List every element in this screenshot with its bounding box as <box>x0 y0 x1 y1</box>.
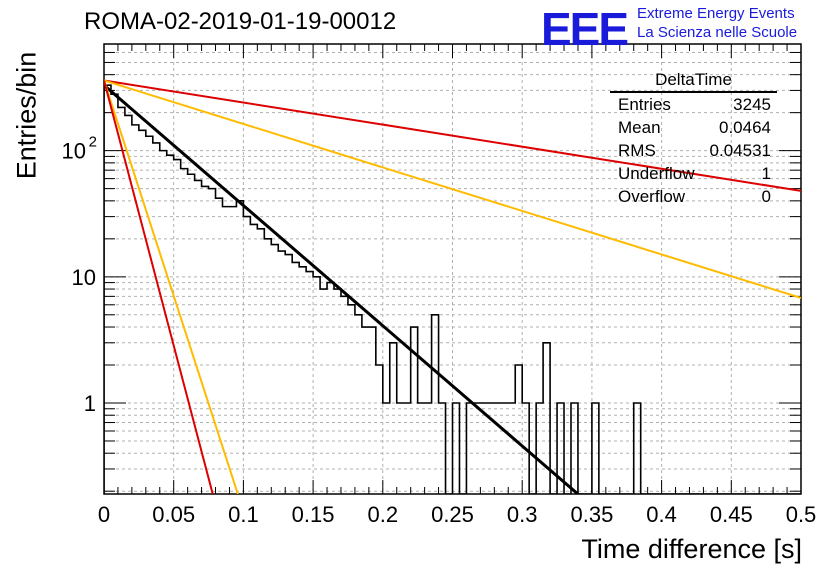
stats-row-mean: Mean 0.0464 <box>610 116 777 139</box>
x-tick-label: 0.2 <box>368 502 399 527</box>
eee-logo: EEE <box>541 3 629 55</box>
y-tick-label: 10 <box>72 265 96 290</box>
x-tick-label: 0.3 <box>507 502 538 527</box>
logo-line-1: Extreme Energy Events <box>637 5 795 22</box>
stats-value: 0.0464 <box>719 118 771 137</box>
stats-value: 0 <box>761 187 771 206</box>
stats-label: RMS <box>618 141 656 160</box>
x-tick-label: 0 <box>98 502 110 527</box>
exponential-curve-1 <box>104 79 801 192</box>
y-axis-label: Entries/bin <box>11 51 42 180</box>
stats-row-underflow: Underflow 1 <box>610 162 777 185</box>
tick-labels: 0 0.05 0.1 0.15 0.2 0.25 0.3 0.35 0.4 0.45 0.51101… <box>62 134 817 527</box>
y-tick-label: 1 <box>84 391 96 416</box>
fit-curves <box>104 79 801 494</box>
x-tick-label: 0.05 <box>152 502 195 527</box>
x-tick-label: 0.25 <box>431 502 474 527</box>
stats-label: Underflow <box>618 164 695 183</box>
stats-value: 3245 <box>733 95 771 114</box>
x-tick-label: 0.5 <box>786 502 817 527</box>
stats-title: DeltaTime <box>610 70 777 93</box>
axis-ticks <box>103 43 802 494</box>
stats-box: DeltaTime Entries 3245 Mean 0.0464 RMS 0.04… <box>610 70 777 208</box>
stats-label: Mean <box>618 118 661 137</box>
exponential-curve-0 <box>104 84 581 494</box>
exponential-curve-3 <box>104 80 239 494</box>
x-tick-label: 0.4 <box>646 502 677 527</box>
logo-line-2: La Scienza nelle Scuole <box>637 24 798 41</box>
x-tick-label: 0.45 <box>710 502 753 527</box>
stats-label: Overflow <box>618 187 686 206</box>
stats-value: 1 <box>761 164 771 183</box>
x-tick-label: 0.35 <box>570 502 613 527</box>
x-tick-label: 0.1 <box>228 502 259 527</box>
logo-tagline: Extreme Energy Events La Scienza nelle S… <box>637 4 797 42</box>
histogram-step-line <box>104 84 801 494</box>
x-axis-label: Time difference [s] <box>581 534 802 564</box>
exponential-curve-2 <box>104 79 801 299</box>
x-tick-label: 0.15 <box>292 502 335 527</box>
stats-value: 0.04531 <box>709 141 771 160</box>
stats-row-overflow: Overflow 0 <box>610 185 777 208</box>
stats-row-rms: RMS 0.04531 <box>610 139 777 162</box>
stats-label: Entries <box>618 95 671 114</box>
y-tick-exponent: 2 <box>89 134 97 151</box>
stats-row-entries: Entries 3245 <box>610 93 777 116</box>
y-tick-label: 10 <box>62 139 86 164</box>
histogram-bars <box>104 84 801 494</box>
page-title: ROMA-02-2019-01-19-00012 <box>84 8 397 35</box>
exponential-curve-4 <box>104 80 214 494</box>
